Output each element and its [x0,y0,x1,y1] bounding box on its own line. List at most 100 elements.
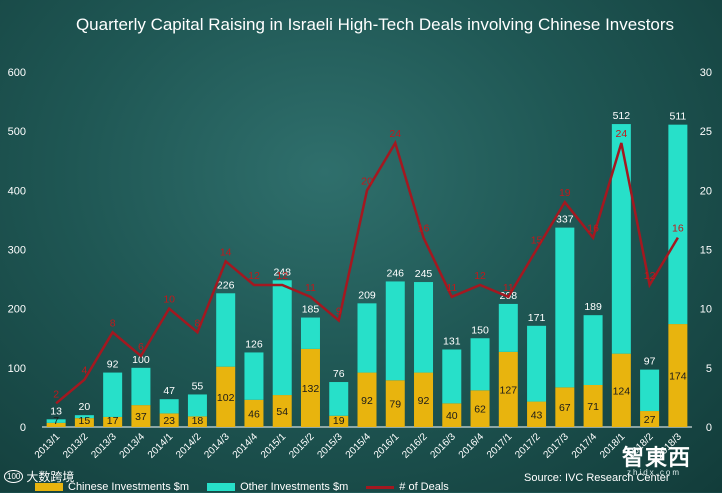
x-tick-label: 2013/3 [89,431,119,461]
total-value-label: 171 [528,312,546,324]
x-axis-ticks: 2013/12013/22013/32013/42014/12014/22014… [33,431,684,461]
bar-chinese [131,405,151,427]
total-value-label: 512 [613,110,631,122]
bar-other [329,382,349,416]
deal-count-label: 11 [503,282,514,294]
y2-tick-label: 5 [706,363,712,375]
chinese-value-label: 67 [559,402,571,414]
x-tick-label: 2014/3 [202,431,232,461]
total-value-label: 246 [386,267,404,279]
y-tick-label: 400 [8,185,26,197]
chinese-value-label: 43 [531,409,543,421]
bar-chinese [385,380,405,427]
bar-other [611,124,631,354]
legend-label-chinese: Chinese Investments $m [68,481,190,493]
deal-count-label: 12 [474,270,486,282]
y2-tick-label: 15 [700,245,712,257]
total-value-label: 92 [107,359,119,371]
total-value-label: 248 [273,266,291,278]
deal-count-label: 19 [559,187,571,199]
total-value-label: 47 [163,385,175,397]
right-watermark-url: zhidx.com [627,468,682,477]
bar-chinese [442,403,462,427]
x-tick-label: 2015/1 [259,431,289,461]
x-tick-label: 2014/4 [231,431,261,461]
bar-chinese [46,422,66,427]
bar-other [555,227,575,388]
chinese-value-label: 132 [302,383,320,395]
bar-other [470,338,490,391]
deal-count-label: 12 [644,270,656,282]
bar-other [442,349,462,404]
chinese-value-label: 71 [587,401,599,413]
legend-swatch-chinese [35,483,63,491]
bar-other [159,399,179,414]
chinese-value-label: 79 [389,399,401,411]
chinese-value-label: 23 [163,415,175,427]
y-tick-label: 200 [8,304,26,316]
chinese-value-label: 27 [644,414,656,426]
total-value-label: 97 [644,356,656,368]
legend-label-deals: # of Deals [399,481,449,493]
x-tick-label: 2014/2 [174,431,204,461]
chinese-value-label: 37 [135,411,147,423]
deal-count-label: 8 [110,317,116,329]
legend-label-other: Other Investments $m [240,481,349,493]
bar-chinese [470,390,490,427]
bar-other [583,315,603,385]
y2-tick-label: 25 [700,126,712,138]
chinese-value-label: 174 [669,371,687,383]
bar-other [385,281,405,381]
deal-count-label: 12 [276,270,288,282]
bar-other [244,352,264,400]
right-watermark-logo: 智東西 [622,445,692,470]
left-logo-mark: 100 [4,470,24,483]
bar-chinese [611,353,631,427]
bar-chinese [555,387,575,427]
chinese-value-label: 15 [79,415,91,427]
deal-count-label: 24 [616,128,628,140]
deal-count-label: 11 [446,282,457,294]
total-value-label: 55 [192,380,204,392]
deal-count-label: 24 [389,128,401,140]
bar-other [300,317,320,349]
bar-chinese [329,415,349,427]
right-y-axis: 0 5 10 15 20 25 30 [700,67,712,434]
y2-tick-label: 20 [700,185,712,197]
legend-item-other: Other Investments $m [207,481,348,493]
deal-count-label: 4 [81,365,87,377]
deal-count-label: 15 [531,235,543,247]
bar-chinese [414,372,434,427]
total-value-label: 337 [556,214,574,226]
bar-other [187,394,207,417]
x-tick-label: 2017/1 [485,431,515,461]
chart-title: Quarterly Capital Raising in Israeli Hig… [75,15,675,34]
y-tick-label: 0 [20,422,26,434]
bar-chinese [272,395,292,427]
bar-chinese [159,413,179,427]
chinese-value-label: 62 [474,404,486,416]
bar-other [640,369,660,412]
deal-count-label: 14 [220,246,232,258]
bar-chinese [216,366,236,427]
deal-count-label: 10 [163,294,175,306]
bar-chinese [74,418,94,427]
x-tick-label: 2016/3 [428,431,458,461]
chinese-value-label: 124 [613,385,631,397]
bar-other [46,419,66,423]
y-tick-label: 600 [8,67,26,79]
x-tick-label: 2015/3 [315,431,345,461]
deal-count-label: 9 [336,306,342,318]
x-tick-label: 2017/3 [542,431,572,461]
bar-other [272,280,292,396]
deal-count-label: 12 [248,270,260,282]
deal-count-label: 16 [418,223,430,235]
legend-swatch-deals [366,485,395,489]
total-value-label: 245 [415,268,433,280]
bar-other [103,372,123,417]
chinese-value-label: 17 [107,415,119,427]
bar-chinese [300,348,320,427]
bar-other [414,282,434,373]
total-value-label: 20 [79,401,91,413]
